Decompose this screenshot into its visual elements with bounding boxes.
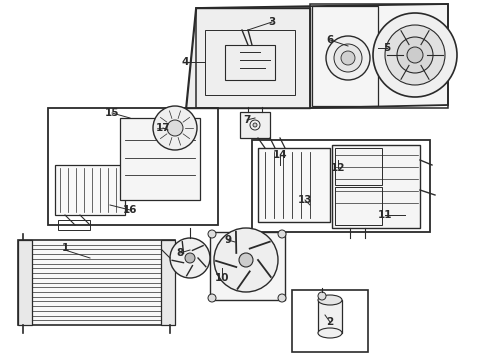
Text: 3: 3: [269, 17, 275, 27]
Bar: [18, 240, 32, 325]
Text: 14: 14: [273, 150, 287, 160]
Circle shape: [407, 47, 423, 63]
Text: 7: 7: [244, 115, 251, 125]
Text: 10: 10: [215, 273, 229, 283]
Bar: [310, 4, 448, 108]
Ellipse shape: [318, 328, 342, 338]
Bar: [335, 148, 382, 185]
Polygon shape: [186, 8, 310, 108]
Circle shape: [253, 123, 257, 127]
Circle shape: [170, 238, 210, 278]
Circle shape: [341, 51, 355, 65]
Text: 5: 5: [383, 43, 391, 53]
Circle shape: [208, 230, 216, 238]
Bar: [318, 300, 342, 333]
Bar: [210, 232, 285, 300]
Text: 2: 2: [326, 317, 334, 327]
Circle shape: [153, 106, 197, 150]
Circle shape: [318, 292, 326, 300]
Bar: [335, 187, 382, 225]
Circle shape: [214, 228, 278, 292]
Text: 13: 13: [298, 195, 312, 205]
Circle shape: [397, 37, 433, 73]
Circle shape: [278, 294, 286, 302]
Circle shape: [385, 25, 445, 85]
Bar: [252, 140, 430, 232]
Bar: [196, 8, 310, 108]
Text: 15: 15: [105, 108, 119, 118]
Bar: [332, 145, 420, 228]
Text: 9: 9: [224, 235, 232, 245]
Bar: [292, 290, 368, 352]
Bar: [55, 165, 125, 215]
Bar: [312, 6, 378, 106]
Text: 4: 4: [181, 57, 189, 67]
Text: 16: 16: [123, 205, 137, 215]
Circle shape: [278, 230, 286, 238]
Text: 1: 1: [61, 243, 69, 253]
Bar: [18, 240, 175, 325]
Bar: [225, 45, 275, 80]
Bar: [161, 240, 175, 325]
Text: 17: 17: [156, 123, 171, 133]
Circle shape: [326, 36, 370, 80]
Circle shape: [373, 13, 457, 97]
Circle shape: [334, 44, 362, 72]
Text: 8: 8: [176, 248, 184, 258]
Circle shape: [239, 253, 253, 267]
Bar: [120, 118, 200, 200]
Bar: [48, 108, 218, 225]
Bar: [240, 112, 270, 138]
Text: 12: 12: [331, 163, 345, 173]
Bar: [205, 30, 295, 95]
Circle shape: [208, 294, 216, 302]
Ellipse shape: [318, 295, 342, 305]
Bar: [258, 148, 330, 222]
Circle shape: [185, 253, 195, 263]
Polygon shape: [186, 4, 448, 108]
Text: 6: 6: [326, 35, 334, 45]
Circle shape: [167, 120, 183, 136]
Bar: [58, 220, 90, 230]
Text: 11: 11: [378, 210, 392, 220]
